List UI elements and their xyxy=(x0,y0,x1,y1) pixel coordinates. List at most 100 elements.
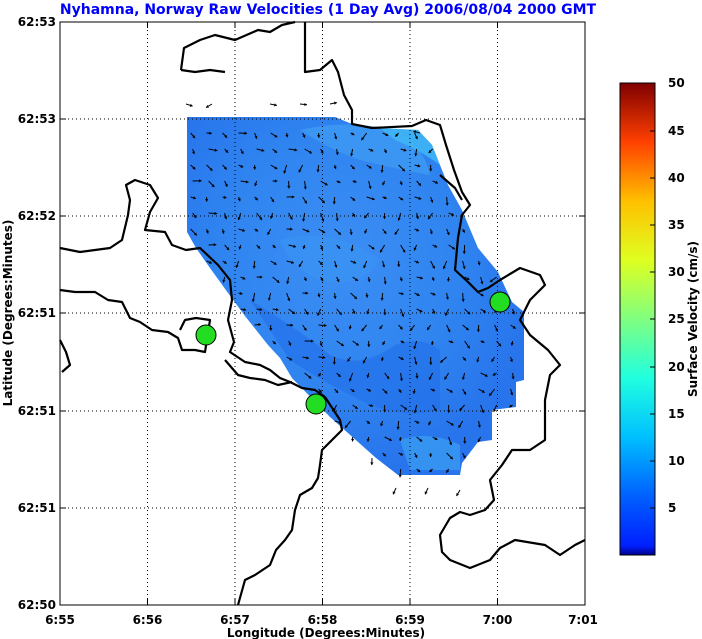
velocity-arrowhead xyxy=(380,423,384,427)
velocity-arrowhead xyxy=(352,310,356,314)
velocity-arrowhead xyxy=(395,133,399,137)
velocity-arrowhead xyxy=(291,195,295,199)
velocity-arrowhead xyxy=(362,360,366,364)
velocity-arrowhead xyxy=(462,266,466,270)
colorbar: 50 45 40 35 30 25 20 15 10 5 Surface Vel… xyxy=(619,76,700,556)
velocity-arrowhead xyxy=(272,245,276,248)
velocity-arrowhead xyxy=(272,341,276,345)
velocity-arrowhead xyxy=(412,391,416,394)
velocity-arrowhead xyxy=(428,422,432,426)
velocity-arrowhead xyxy=(274,134,278,138)
velocity-arrowhead xyxy=(380,169,384,173)
velocity-arrowhead xyxy=(205,230,209,234)
velocity-arrowhead xyxy=(322,355,326,360)
velocity-arrowhead xyxy=(450,340,454,344)
velocity-arrowhead xyxy=(432,388,436,392)
velocity-arrowhead xyxy=(316,169,320,173)
velocity-arrowhead xyxy=(462,455,466,459)
velocity-arrowhead xyxy=(447,329,451,333)
velocity-arrowhead xyxy=(354,296,357,300)
velocity-arrowhead xyxy=(238,246,242,250)
x-axis-label: Longitude (Degrees:Minutes) xyxy=(227,626,425,639)
velocity-arrowhead xyxy=(509,359,513,363)
velocity-arrowhead xyxy=(413,346,417,349)
y-tick-label: 62:51 xyxy=(18,501,56,515)
velocity-arrowhead xyxy=(410,327,413,331)
y-tick-label: 62:53 xyxy=(18,15,56,29)
velocity-arrowhead xyxy=(254,183,258,187)
velocity-arrowhead xyxy=(303,278,307,281)
velocity-arrowhead xyxy=(382,216,387,219)
colorbar-tick-label: 50 xyxy=(668,76,685,90)
velocity-arrowhead xyxy=(417,164,421,168)
velocity-arrowhead xyxy=(304,200,307,204)
colorbar-gradient xyxy=(619,82,656,556)
velocity-arrowhead xyxy=(383,312,387,316)
coverage-shade-mid-2 xyxy=(400,436,460,470)
velocity-arrowhead xyxy=(269,328,273,331)
velocity-arrowhead xyxy=(434,180,438,184)
velocity-arrowhead xyxy=(317,135,321,138)
velocity-arrowhead xyxy=(476,359,480,363)
velocity-arrowhead xyxy=(446,469,450,473)
velocity-arrowhead xyxy=(477,262,481,266)
velocity-arrowhead xyxy=(433,408,437,412)
velocity-arrowhead xyxy=(380,358,384,362)
velocity-arrowhead xyxy=(244,131,248,135)
velocity-arrowhead xyxy=(456,493,460,497)
velocity-arrowhead xyxy=(404,406,408,410)
velocity-arrowhead xyxy=(385,133,389,136)
velocity-arrowhead xyxy=(332,361,336,365)
velocity-arrowhead xyxy=(293,244,297,248)
colorbar-ticks xyxy=(650,82,655,509)
velocity-arrowhead xyxy=(414,361,418,365)
velocity-arrowhead xyxy=(428,216,431,220)
velocity-arrowhead xyxy=(348,378,352,382)
velocity-arrowhead xyxy=(366,311,370,315)
coastline-west-island xyxy=(59,178,326,398)
velocity-arrowhead xyxy=(383,409,387,413)
velocity-arrowhead xyxy=(332,201,336,205)
velocity-arrowhead xyxy=(305,311,309,315)
x-ticks xyxy=(59,22,586,605)
velocity-arrowhead xyxy=(319,343,323,347)
velocity-arrowhead xyxy=(350,153,354,157)
velocity-arrowhead xyxy=(449,389,453,393)
velocity-arrowhead xyxy=(273,261,277,265)
y-ticks xyxy=(60,118,585,509)
velocity-arrowhead xyxy=(335,390,339,393)
x-tick-label: 6:57 xyxy=(220,613,250,627)
velocity-arrowhead xyxy=(450,422,454,426)
velocity-arrowhead xyxy=(400,292,404,296)
velocity-arrowhead xyxy=(394,231,398,235)
velocity-arrowhead xyxy=(430,342,435,346)
velocity-arrowhead xyxy=(416,420,420,424)
velocity-arrowhead xyxy=(355,342,359,346)
velocity-arrowhead xyxy=(364,215,368,219)
velocity-arrowhead xyxy=(431,277,435,281)
velocity-arrowhead xyxy=(466,345,470,349)
velocity-arrowhead xyxy=(388,438,392,441)
velocity-arrowhead xyxy=(449,456,453,460)
velocity-arrowhead xyxy=(511,376,515,380)
velocity-arrowhead xyxy=(428,150,432,153)
velocity-arrowhead xyxy=(224,216,228,220)
chart-title: Nyhamna, Norway Raw Velocities (1 Day Av… xyxy=(60,2,597,18)
station-marker-east xyxy=(489,291,511,313)
velocity-arrowhead xyxy=(294,148,298,152)
velocity-arrowhead xyxy=(461,299,465,302)
velocity-arrowhead xyxy=(242,276,246,280)
velocity-arrowhead xyxy=(429,231,433,235)
velocity-arrowhead xyxy=(333,296,337,299)
velocity-arrowhead xyxy=(399,378,404,381)
velocity-arrowhead xyxy=(466,277,470,280)
velocity-arrowhead xyxy=(193,232,197,236)
velocity-arrowhead xyxy=(292,311,296,314)
velocity-arrowhead xyxy=(367,344,371,347)
velocity-arrowhead xyxy=(366,420,370,424)
velocity-arrowhead xyxy=(417,469,421,473)
plot-area xyxy=(59,20,586,606)
velocity-arrowhead xyxy=(481,340,485,344)
velocity-arrowhead xyxy=(463,357,466,361)
coastline-east-spit xyxy=(439,174,463,201)
